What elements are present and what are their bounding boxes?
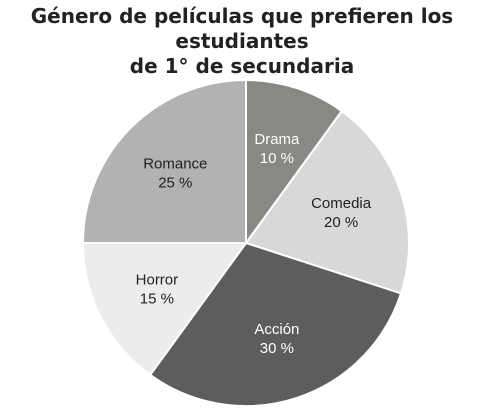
slice-label-romance: Romance — [143, 155, 207, 172]
chart-title-line-1: Género de películas que prefieren los es… — [30, 4, 454, 53]
pie-slices — [82, 79, 410, 407]
slice-label-horror: Horror — [136, 271, 179, 288]
pie-slice-comedia — [245, 110, 410, 295]
pie-labels: Drama 10 % Comedia 20 % Acción 30 % Horror 15 %… — [136, 131, 372, 357]
slice-label-accion: Acción — [254, 321, 299, 338]
slice-value-drama: 10 % — [260, 150, 294, 167]
slice-value-accion: 30 % — [260, 340, 294, 357]
slice-value-horror: 15 % — [140, 290, 174, 307]
pie-slice-romance — [82, 79, 247, 244]
slice-value-romance: 25 % — [158, 174, 192, 191]
slice-label-drama: Drama — [254, 131, 300, 148]
pie-slice-horror — [82, 242, 247, 376]
chart-title-line-2: de 1° de secundaria — [129, 54, 355, 78]
pie-slice-accion — [149, 242, 403, 407]
slice-label-comedia: Comedia — [311, 195, 372, 212]
pie-slice-drama — [245, 79, 343, 244]
chart-title: Género de películas que prefieren los es… — [0, 4, 484, 79]
slice-value-comedia: 20 % — [324, 214, 358, 231]
